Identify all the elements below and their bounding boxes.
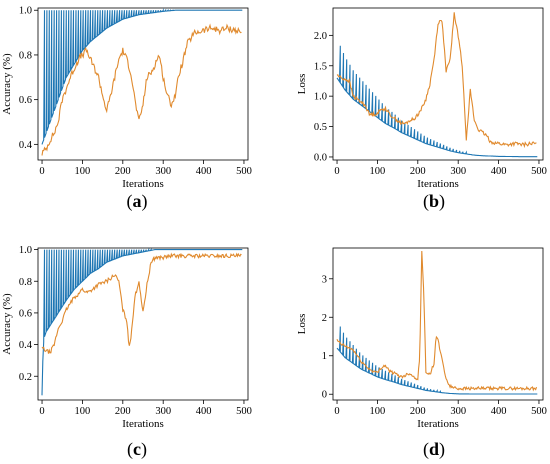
y-tick-label: 0.2	[19, 372, 32, 383]
series-line-blue	[41, 8, 243, 145]
y-tick-label: 0.8	[19, 277, 32, 288]
chart-panel-c: 0 100 200 300 400 500 0.2 0.4 0.6 0.8 1.0 Iteration…	[1, 245, 252, 430]
y-tick-label: 0.4	[19, 140, 33, 151]
x-axis-label: Iterations	[122, 418, 164, 430]
x-tick-label: 100	[370, 406, 386, 417]
chart-panel-b: 0 100 200 300 400 500 0.0 0.5 1.0 1.5 2.0 Iteration…	[296, 7, 547, 190]
series-line-orange	[41, 23, 242, 156]
series-line-blue	[41, 247, 243, 396]
y-tick-label: 3	[322, 274, 327, 285]
y-tick-label: 0.6	[19, 95, 32, 106]
y-tick-label: 0.0	[314, 152, 327, 163]
x-tick-label: 400	[196, 406, 212, 417]
x-tick-label: 500	[531, 166, 547, 177]
x-axis-label: Iterations	[417, 178, 459, 190]
y-axis-label: Accuracy (%)	[1, 53, 13, 115]
x-tick-label: 100	[370, 166, 386, 177]
x-tick-label: 500	[531, 406, 547, 417]
y-tick-label: 1.0	[19, 6, 32, 17]
x-tick-label: 500	[236, 406, 252, 417]
panel-label-b: (b)	[423, 191, 445, 212]
y-axis-label: Loss	[296, 314, 308, 335]
y-tick-label: 0.4	[19, 340, 33, 351]
x-tick-label: 0	[39, 406, 44, 417]
plot-frame	[332, 247, 544, 401]
series-line-blue	[336, 326, 538, 395]
x-tick-label: 0	[334, 406, 339, 417]
y-tick-label: 1.0	[19, 245, 32, 256]
y-axis-label: Accuracy (%)	[1, 293, 13, 355]
panel-label-a: (a)	[127, 191, 148, 212]
y-tick-label: 1	[322, 351, 327, 362]
x-tick-label: 200	[410, 406, 426, 417]
series-line-orange	[336, 250, 538, 392]
y-axis-label: Loss	[296, 74, 308, 95]
x-tick-label: 300	[450, 166, 466, 177]
y-tick-label: 1.0	[314, 92, 327, 103]
y-tick-label: 2.0	[314, 31, 327, 42]
x-tick-label: 200	[410, 166, 426, 177]
x-tick-label: 200	[115, 406, 131, 417]
x-tick-label: 400	[491, 166, 507, 177]
series-line-blue	[336, 45, 538, 158]
y-tick-label: 1.5	[314, 61, 327, 72]
x-tick-label: 100	[75, 166, 91, 177]
x-tick-label: 0	[39, 166, 44, 177]
x-tick-label: 400	[196, 166, 212, 177]
x-tick-label: 100	[75, 406, 91, 417]
x-tick-label: 300	[155, 166, 171, 177]
y-tick-label: 0.6	[19, 308, 32, 319]
plot-frame	[37, 7, 249, 161]
y-tick-label: 0.5	[314, 122, 327, 133]
x-axis-label: Iterations	[122, 178, 164, 190]
x-tick-label: 400	[491, 406, 507, 417]
panel-label-d: (d)	[423, 439, 445, 460]
x-axis-label: Iterations	[417, 418, 459, 430]
x-tick-label: 500	[236, 166, 252, 177]
plot-frame	[332, 7, 544, 161]
chart-panel-a: 0 100 200 300 400 500 0.4 0.6 0.8 1.0 Iterations Ac…	[1, 6, 252, 190]
y-tick-label: 0	[322, 390, 327, 401]
plot-frame	[37, 247, 249, 401]
chart-panel-d: 0 100 200 300 400 500 0 1 2 3 Iterations Loss	[296, 247, 547, 430]
x-tick-label: 300	[155, 406, 171, 417]
y-tick-label: 2	[322, 313, 327, 324]
panel-label-c: (c)	[127, 439, 147, 460]
x-tick-label: 300	[450, 406, 466, 417]
y-tick-label: 0.8	[19, 50, 32, 61]
x-tick-label: 200	[115, 166, 131, 177]
x-tick-label: 0	[334, 166, 339, 177]
series-line-orange	[41, 252, 242, 354]
series-line-orange	[336, 12, 537, 149]
